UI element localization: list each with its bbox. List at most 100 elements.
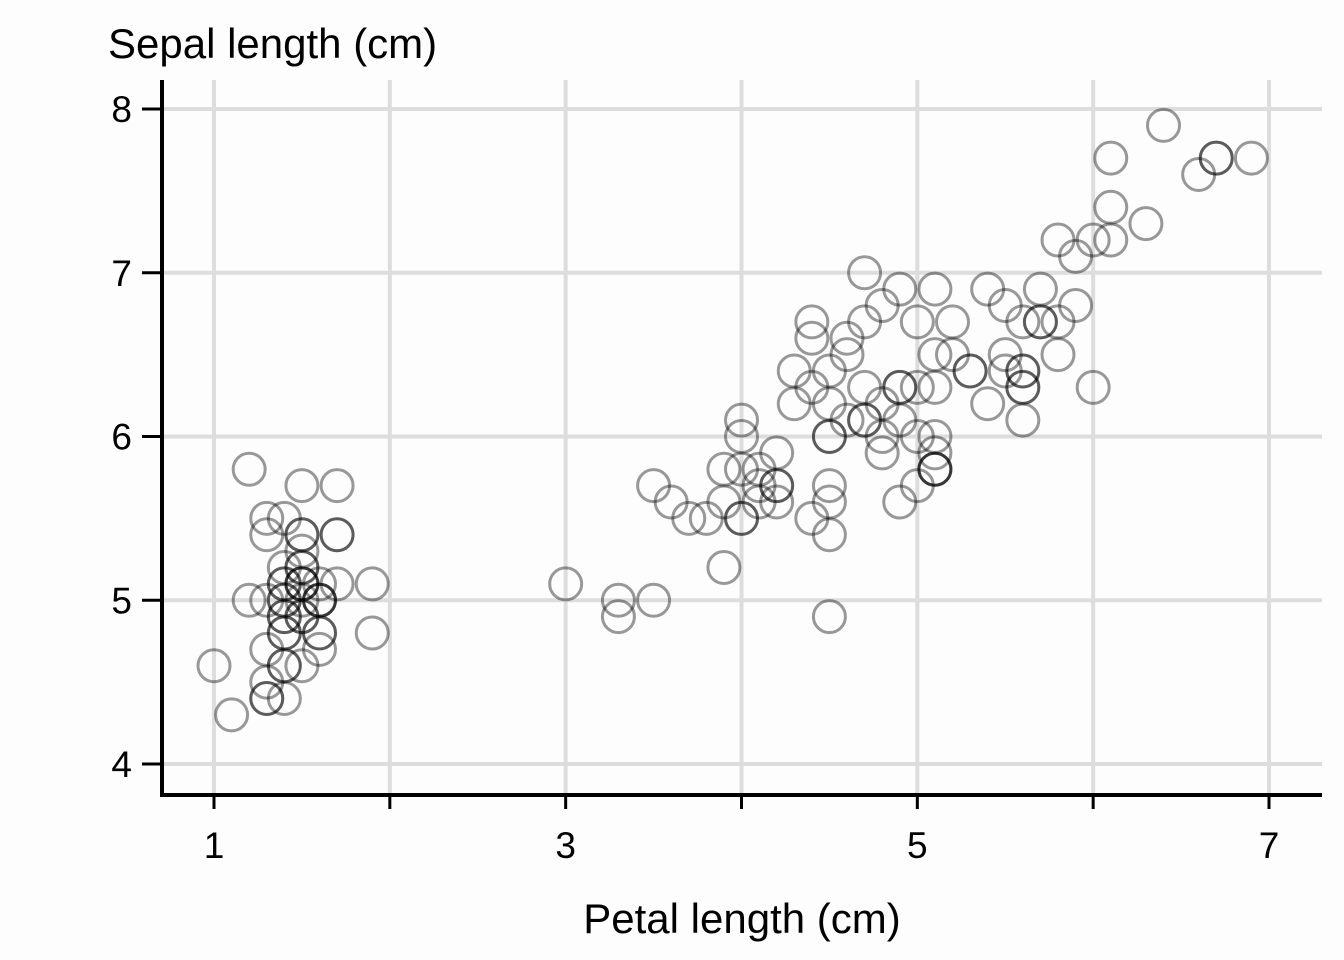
data-point <box>899 468 935 504</box>
data-point <box>1005 369 1041 405</box>
data-point <box>935 304 970 340</box>
data-point <box>759 435 795 471</box>
data-point <box>706 550 742 585</box>
data-point <box>847 304 883 340</box>
data-point <box>1005 369 1041 405</box>
y-tick-label: 4 <box>111 744 132 785</box>
data-point <box>741 468 777 504</box>
data-point <box>249 681 285 716</box>
y-tick-label: 5 <box>111 580 132 621</box>
data-point <box>249 517 285 553</box>
x-tick-label: 1 <box>204 825 225 866</box>
data-point <box>266 566 302 602</box>
x-axis-title: Petal length (cm) <box>583 895 900 942</box>
data-point <box>266 582 302 618</box>
data-point <box>249 582 285 618</box>
data-point <box>1040 337 1076 373</box>
data-point <box>284 550 320 585</box>
data-point <box>899 419 935 454</box>
data-point <box>952 353 988 389</box>
data-point <box>266 599 302 635</box>
data-point <box>302 631 337 667</box>
data-point <box>724 402 759 438</box>
data-point <box>319 468 355 504</box>
data-point <box>970 386 1006 422</box>
data-point <box>952 353 988 389</box>
points-layer <box>196 107 1269 733</box>
data-point <box>196 648 232 684</box>
data-point <box>284 648 320 684</box>
data-point <box>249 681 285 716</box>
data-point <box>724 451 759 487</box>
data-point <box>864 288 900 323</box>
data-point <box>266 500 302 536</box>
data-point <box>811 484 847 520</box>
data-point <box>1093 222 1129 258</box>
data-point <box>214 697 250 733</box>
data-point <box>759 484 795 520</box>
data-point <box>354 615 390 651</box>
grid-layer <box>162 80 1322 795</box>
data-point <box>811 419 847 454</box>
data-point <box>811 599 847 635</box>
data-point <box>882 369 918 405</box>
data-point <box>1005 353 1041 389</box>
data-point <box>354 566 390 602</box>
data-point <box>794 369 830 405</box>
data-point <box>284 566 320 602</box>
data-point <box>284 533 320 569</box>
data-point <box>1198 140 1234 176</box>
data-point <box>319 517 355 553</box>
data-point <box>266 615 302 651</box>
data-point <box>1181 157 1217 192</box>
data-point <box>864 419 900 454</box>
data-point <box>249 631 285 667</box>
data-point <box>917 419 953 454</box>
data-point <box>302 615 337 651</box>
data-point <box>987 353 1023 389</box>
data-point <box>302 582 337 618</box>
data-point <box>284 566 320 602</box>
data-point <box>1022 271 1058 307</box>
data-point <box>1233 140 1269 176</box>
data-point <box>776 353 812 389</box>
x-tick-label: 3 <box>555 825 576 866</box>
data-point <box>811 468 847 504</box>
data-point <box>847 255 883 291</box>
data-point <box>864 435 900 471</box>
data-point <box>1022 304 1058 340</box>
data-point <box>284 468 320 504</box>
data-point <box>847 402 883 438</box>
data-point <box>319 517 355 553</box>
data-point <box>284 599 320 635</box>
data-point <box>917 451 953 487</box>
data-point <box>882 402 918 438</box>
data-point <box>759 468 795 504</box>
data-point <box>1058 238 1094 274</box>
data-point <box>724 500 759 536</box>
data-point <box>917 369 953 405</box>
data-point <box>1005 304 1041 340</box>
data-point <box>636 582 672 618</box>
data-point <box>794 320 830 356</box>
data-point <box>706 484 742 520</box>
data-point <box>266 648 302 684</box>
data-point <box>987 337 1023 373</box>
data-point <box>266 550 302 585</box>
data-point <box>741 484 777 520</box>
data-point <box>284 582 320 618</box>
data-point <box>1198 140 1234 176</box>
y-tick-label: 8 <box>111 89 132 130</box>
data-point <box>917 451 953 487</box>
data-point <box>811 353 847 389</box>
data-point <box>284 550 320 585</box>
data-point <box>548 566 584 602</box>
data-point <box>266 566 302 602</box>
data-point <box>882 271 918 307</box>
data-point <box>882 484 918 520</box>
data-point <box>829 402 865 438</box>
x-tick-label: 5 <box>907 825 928 866</box>
axes-layer: 1 3 5 7 4 5 6 7 8 <box>111 80 1322 866</box>
